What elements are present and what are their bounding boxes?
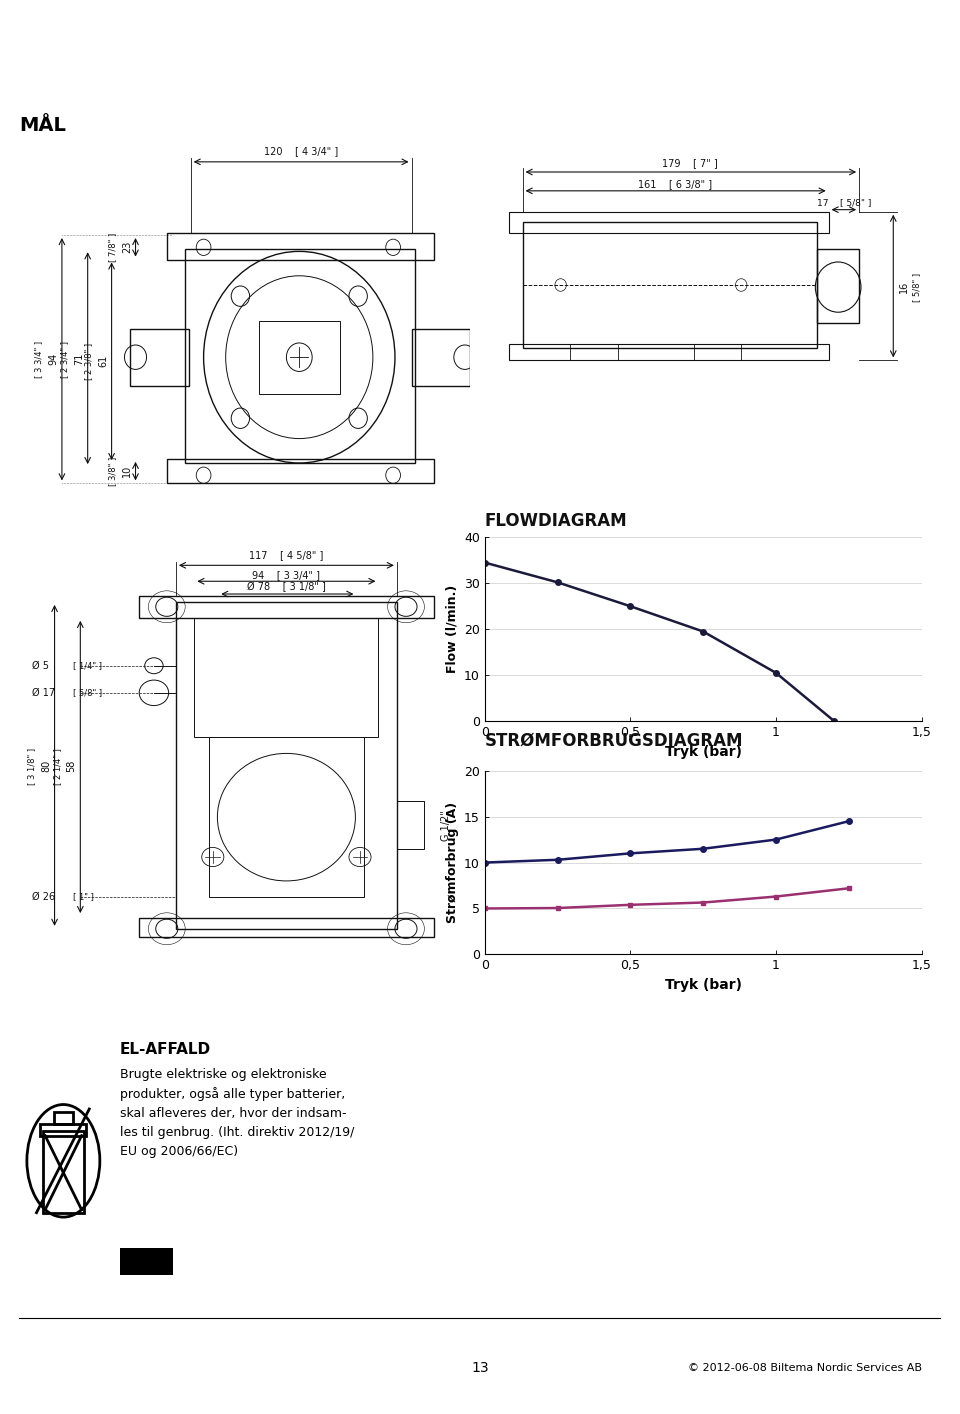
Bar	[130, 328, 189, 386]
Text: 71: 71	[74, 354, 84, 365]
Bar	[209, 738, 364, 896]
Text: 179    [ 7" ]: 179 [ 7" ]	[662, 158, 718, 168]
Text: 61: 61	[98, 355, 108, 368]
Text: 120    [ 4 3/4" ]: 120 [ 4 3/4" ]	[264, 146, 338, 156]
Text: Ø 26: Ø 26	[33, 892, 56, 902]
Text: 80: 80	[41, 761, 51, 772]
Text: 94: 94	[48, 354, 59, 365]
Text: 13: 13	[471, 1362, 489, 1376]
Text: 94    [ 3 3/4" ]: 94 [ 3 3/4" ]	[252, 570, 321, 580]
Bar	[817, 249, 859, 322]
Bar	[185, 249, 415, 462]
Bar	[167, 233, 434, 260]
Bar	[176, 602, 396, 929]
Bar	[522, 222, 817, 348]
Text: G 1/2": G 1/2"	[442, 810, 451, 840]
Text: BILTEMA: BILTEMA	[395, 11, 565, 45]
Text: [ 3 1/8" ]: [ 3 1/8" ]	[27, 748, 36, 785]
Bar	[412, 328, 470, 386]
Text: [ 3 3/4" ]: [ 3 3/4" ]	[35, 341, 43, 378]
Text: MÅL: MÅL	[19, 116, 66, 136]
Text: 16: 16	[899, 281, 909, 293]
Text: Art. 25-9753: Art. 25-9753	[839, 21, 935, 35]
Bar	[510, 212, 828, 233]
Text: 117    [ 4 5/8" ]: 117 [ 4 5/8" ]	[250, 550, 324, 560]
X-axis label: Tryk (bar): Tryk (bar)	[664, 745, 742, 758]
Text: Ø 5: Ø 5	[33, 660, 50, 670]
Text: STRØMFORBRUGSDIAGRAM: STRØMFORBRUGSDIAGRAM	[485, 731, 743, 749]
Text: [ 2 1/4" ]: [ 2 1/4" ]	[53, 748, 61, 785]
Bar	[43, 1131, 84, 1213]
Bar	[139, 918, 434, 936]
Text: Ø 78    [ 3 1/8" ]: Ø 78 [ 3 1/8" ]	[247, 583, 325, 592]
Bar	[54, 1111, 73, 1124]
Text: [ 5/8" ]: [ 5/8" ]	[73, 689, 102, 697]
Bar	[259, 321, 340, 395]
Bar	[570, 344, 617, 361]
Text: FLOWDIAGRAM: FLOWDIAGRAM	[485, 512, 628, 530]
Text: [ 1/4" ]: [ 1/4" ]	[73, 662, 102, 670]
Text: 10: 10	[122, 465, 132, 478]
Text: 23: 23	[122, 242, 132, 253]
Text: [ 7/8" ]: [ 7/8" ]	[108, 233, 117, 262]
Bar	[194, 618, 378, 738]
Text: [ 2 3/8" ]: [ 2 3/8" ]	[84, 342, 93, 380]
Text: DK: DK	[30, 21, 54, 35]
Bar	[120, 1249, 173, 1275]
Text: [ 2 3/4" ]: [ 2 3/4" ]	[60, 341, 69, 378]
Bar	[396, 802, 424, 848]
Text: 161    [ 6 3/8" ]: 161 [ 6 3/8" ]	[637, 178, 711, 188]
Bar	[694, 344, 741, 361]
Bar	[510, 344, 828, 361]
Text: [ 5/8" ]: [ 5/8" ]	[912, 273, 922, 301]
Text: 17    [ 5/8" ]: 17 [ 5/8" ]	[817, 198, 871, 208]
Text: [ 1" ]: [ 1" ]	[73, 892, 94, 901]
Text: [ 3/8" ]: [ 3/8" ]	[108, 457, 117, 486]
Text: EL-AFFALD: EL-AFFALD	[120, 1042, 211, 1058]
Y-axis label: Flow (l/min.): Flow (l/min.)	[445, 585, 459, 673]
Text: Brugte elektriske og elektroniske
produkter, også alle typer batterier,
skal afl: Brugte elektriske og elektroniske produk…	[120, 1068, 354, 1158]
Text: 58: 58	[66, 759, 77, 772]
Text: Ø 17: Ø 17	[33, 687, 56, 699]
Bar	[40, 1124, 86, 1135]
Text: © 2012-06-08 Biltema Nordic Services AB: © 2012-06-08 Biltema Nordic Services AB	[688, 1363, 923, 1373]
X-axis label: Tryk (bar): Tryk (bar)	[664, 978, 742, 991]
Bar	[139, 595, 434, 618]
Bar	[167, 460, 434, 484]
Y-axis label: Strømforbrug (A): Strømforbrug (A)	[445, 802, 459, 923]
